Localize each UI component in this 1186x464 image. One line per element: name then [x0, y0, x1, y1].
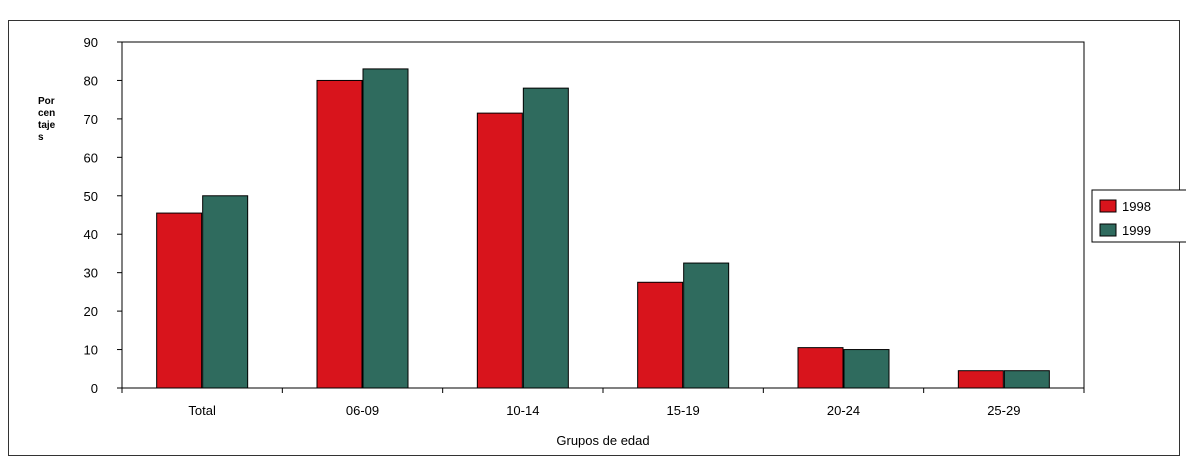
y-tick-label: 70: [84, 112, 98, 127]
legend-label-1999: 1999: [1122, 223, 1151, 238]
bar-1999-15-19: [683, 262, 730, 389]
bar-1999-20-24: [843, 349, 890, 389]
y-tick-label: 30: [84, 266, 98, 281]
x-axis: Total 06-09 10-14 15-19 20-24 25-29: [121, 388, 1085, 418]
bar-1998-25-29: [957, 370, 1004, 389]
x-axis-label: Grupos de edad: [556, 433, 649, 448]
y-axis-label-line: s: [38, 132, 44, 143]
bar-1998-15-19: [637, 281, 684, 389]
y-axis-label-line: cen: [38, 108, 55, 119]
legend-swatch-1999: [1099, 223, 1117, 237]
legend: 1998 1999: [1091, 189, 1186, 243]
bar-1999-06-09: [362, 68, 409, 389]
y-axis-label-line: Por: [38, 96, 55, 107]
x-tick-label: 10-14: [506, 403, 539, 418]
y-tick-label: 50: [84, 189, 98, 204]
x-tick-label: 15-19: [667, 403, 700, 418]
x-tick-label: 06-09: [346, 403, 379, 418]
bar-1999-10-14: [522, 87, 569, 389]
legend-swatch-1998: [1099, 199, 1117, 213]
y-tick-label: 90: [84, 35, 98, 50]
bar-1998-20-24: [797, 347, 844, 389]
legend-label-1998: 1998: [1122, 199, 1151, 214]
y-tick-label: 0: [91, 381, 98, 396]
y-tick-label: 10: [84, 343, 98, 358]
y-tick-label: 40: [84, 227, 98, 242]
x-tick-label: 25-29: [987, 403, 1020, 418]
y-tick-label: 80: [84, 73, 98, 88]
bar-1999-Total: [202, 195, 249, 389]
x-tick-label: 20-24: [827, 403, 860, 418]
bars: [156, 68, 1050, 389]
y-tick-label: 20: [84, 304, 98, 319]
y-axis-label-line: taje: [38, 120, 56, 131]
y-axis: 0 10 20 30 40 50 60 70 80 90: [84, 35, 122, 396]
y-tick-label: 60: [84, 150, 98, 165]
bar-1999-25-29: [1003, 370, 1050, 389]
bar-1998-06-09: [316, 79, 363, 389]
x-tick-label: Total: [188, 403, 216, 418]
plot-area: [121, 41, 1085, 389]
bar-1998-Total: [156, 212, 203, 389]
bar-1998-10-14: [476, 112, 523, 389]
